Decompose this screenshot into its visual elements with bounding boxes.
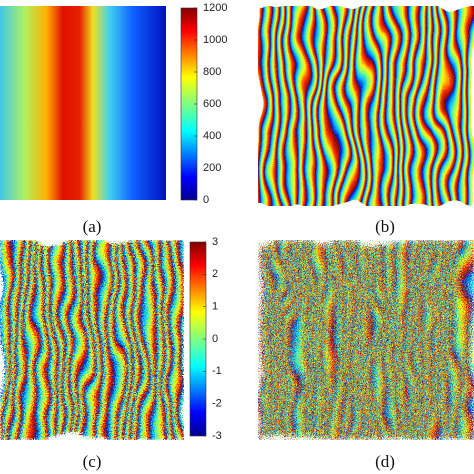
panel-label: (c) — [83, 452, 102, 471]
panel-label: (b) — [375, 217, 395, 236]
tick-label: 800 — [203, 66, 221, 78]
panel-label: (d) — [375, 452, 395, 471]
tick-label: 2 — [212, 268, 218, 280]
tick-label: 200 — [203, 162, 221, 174]
image-b — [258, 6, 474, 206]
tick-label: 0 — [203, 194, 209, 206]
image-a — [0, 6, 166, 200]
tick-label: -1 — [212, 365, 222, 377]
tick-label: 0 — [212, 333, 218, 345]
tick-label: 400 — [203, 130, 221, 142]
tick-label: 3 — [212, 236, 218, 248]
tick-label: 1 — [212, 301, 218, 313]
tick-label: 600 — [203, 98, 221, 110]
tick-label: -3 — [212, 430, 222, 442]
tick-label: -2 — [212, 398, 222, 410]
panel-label: (a) — [83, 217, 102, 236]
image-c — [0, 240, 184, 440]
image-d — [258, 240, 474, 440]
tick-label: 1200 — [203, 2, 227, 14]
tick-label: 1000 — [203, 34, 227, 46]
